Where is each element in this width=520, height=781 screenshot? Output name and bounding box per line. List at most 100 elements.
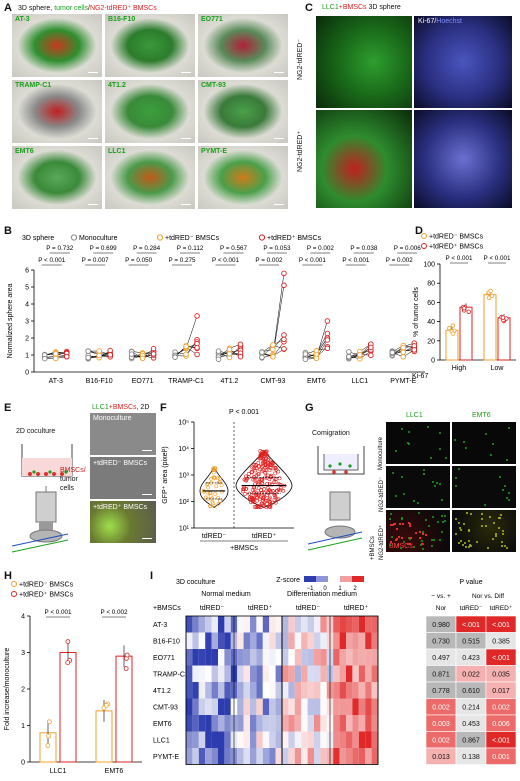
panel-b-p-left: P < 0.001 (38, 257, 66, 264)
panel-b-p-left: P < 0.001 (299, 257, 327, 264)
panel-f-data-point (276, 497, 281, 502)
panel-g-cell-dot (421, 539, 424, 542)
panel-i-group-label: tdRED⁻ (200, 605, 225, 612)
panel-i-heat-cell (192, 649, 199, 666)
panel-d-y-tick-label: 100 (423, 262, 435, 269)
panel-g-cell-dot (431, 538, 434, 541)
panel-b-x-tick-label: EO771 (132, 378, 154, 385)
panel-g-cell-dot (421, 531, 424, 534)
panel-g-cell-dot (505, 547, 508, 550)
panel-i-heat-cell (371, 748, 378, 765)
panel-i-heat-cell (282, 632, 289, 649)
panel-e-title-llc: LLC1 (92, 404, 109, 411)
panel-i-heat-cell (320, 731, 327, 748)
panel-i-heat-cell (365, 682, 372, 699)
panel-e-device-label: BMSCs/ tumor cells (60, 466, 86, 493)
panel-i-heat-cell (224, 682, 231, 699)
panel-i-heat-cell (333, 731, 340, 748)
panel-i-zscore-swatch (340, 576, 352, 582)
panel-f-data-point (268, 474, 273, 479)
panel-h-bar (59, 652, 77, 763)
panel-i-heat-cell (269, 715, 276, 732)
panel-i-heat-cell (224, 748, 231, 765)
panel-i-heat-cell (320, 698, 327, 715)
panel-e-image-pos: +tdRED⁺ BMSCs (90, 501, 156, 543)
panel-i-heat-cell (314, 665, 321, 682)
panel-f-data-point (243, 492, 247, 496)
panel-i-pvalue-text: 0.035 (492, 671, 510, 678)
panel-f-data-point (258, 453, 263, 457)
panel-h-data-point (65, 660, 71, 666)
panel-b-y-tick-label: 0 (25, 370, 29, 377)
panel-e-title-bmsc: +BMSCs (108, 404, 137, 411)
panel-g-cell-dot (461, 544, 464, 547)
panel-c-title-hoechst: Hoechst (436, 18, 462, 25)
panel-h-x-tick-label: LLC1 (50, 768, 67, 775)
panel-g-cell-dot (427, 426, 430, 429)
panel-i-heat-cell (333, 715, 340, 732)
panel-e-device-label-1: BMSCs/ (60, 467, 86, 474)
panel-b-x-tick-label: EMT6 (307, 378, 326, 385)
panel-d-y-tick-label: 80 (427, 281, 435, 288)
panel-g-bmsc-dot (408, 523, 411, 526)
panel-g-row-neg: NG2-tdRED⁻ (379, 476, 385, 512)
panel-i-heat-cell (262, 715, 270, 732)
panel-i-heat-cell (371, 731, 378, 748)
panel-b-data-point (357, 352, 363, 358)
scale-bar (181, 71, 191, 73)
panel-f-group-label: tdRED⁻ (202, 533, 227, 540)
panel-g-bmsc-dot (425, 534, 428, 537)
panel-g-row-monoculture: Monoculture (378, 436, 384, 470)
panel-g-cell-dot (460, 529, 463, 532)
panel-b-data-point (259, 354, 265, 361)
panel-a-tile-b16-f10: B16-F10 (105, 14, 195, 77)
panel-h-data-point (124, 652, 130, 658)
panel-f-data-point (267, 504, 272, 509)
panel-f-data-point (252, 487, 257, 492)
panel-g-cell-dot (508, 427, 511, 430)
panel-g-bmsc-dot (401, 536, 404, 539)
panel-i-heat-cell (288, 682, 295, 699)
panel-i-heat-cell (243, 715, 250, 732)
panel-g-bmsc-dot (418, 536, 421, 539)
panel-b-data-point (85, 348, 91, 354)
panel-b-data-point (346, 353, 352, 360)
panel-i-heat-cell (288, 665, 295, 682)
panel-i-heat-cell (294, 649, 302, 666)
panel-i-heat-cell (186, 715, 193, 732)
panel-i-heat-cell (307, 731, 314, 748)
panel-f-group-label: tdRED⁺ (252, 533, 277, 540)
panel-label-b: B (4, 225, 12, 237)
panel-g-cell-dot (422, 547, 425, 550)
panel-f-data-point (258, 449, 263, 454)
panel-i-heat-cell (333, 616, 340, 633)
scale-bar (142, 537, 152, 539)
panel-i-heat-cell (294, 665, 302, 682)
panel-i-heat-cell (371, 698, 378, 715)
panel-g-cell-dot (508, 498, 511, 501)
panel-c-title-left: LLC1+BMSCs 3D sphere (322, 4, 401, 11)
panel-i-heat-cell (333, 682, 340, 699)
panel-g-cell-dot (460, 539, 463, 542)
panel-a-tile-label: 4T1.2 (108, 82, 126, 89)
panel-i-heat-cell (275, 682, 282, 699)
panel-g-cell-dot (485, 432, 488, 435)
panel-i-heat-cell (262, 731, 270, 748)
panel-i-pvalue-text: 0.515 (462, 638, 480, 645)
panel-f-data-point (273, 495, 278, 499)
panel-f-data-point (262, 487, 267, 491)
panel-g-cell-dot (400, 547, 403, 550)
panel-i-heat-cell (269, 632, 276, 649)
panel-i-heat-cell (352, 682, 359, 699)
panel-f-data-point (247, 497, 252, 502)
panel-i-heat-cell (371, 682, 378, 699)
panel-i-pvalue-text: 0.017 (492, 688, 510, 695)
panel-b-x-tick-label: AT-3 (49, 378, 63, 385)
panel-i-heat-cell (294, 616, 302, 633)
panel-g-image-llc-pos: BMSCs (386, 510, 450, 552)
panel-b-legend-item: Monoculture (79, 235, 118, 242)
panel-g-cell-dot (467, 539, 470, 542)
panel-b-data-point (281, 346, 287, 352)
panel-f-data-point (252, 505, 257, 509)
panel-b-data-point (313, 355, 320, 362)
